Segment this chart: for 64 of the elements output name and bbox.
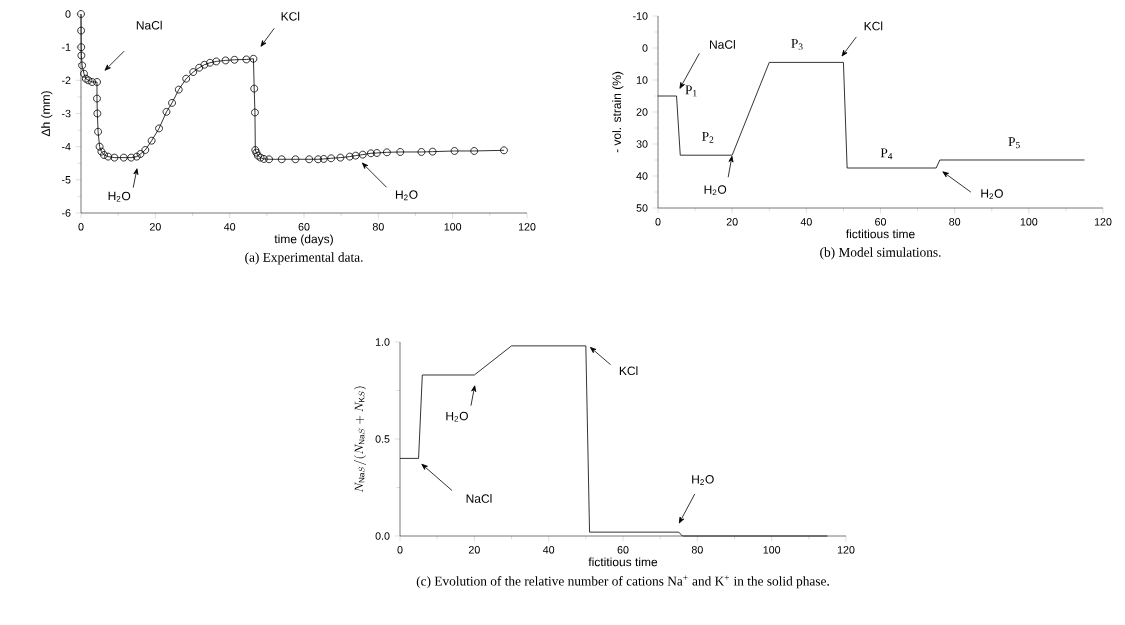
annotation: P$_{4}$ bbox=[880, 148, 893, 160]
y-axis-title: - vol. strain (%) bbox=[612, 71, 624, 153]
annotation: KCl bbox=[281, 11, 300, 21]
x-tick-label: 0 bbox=[655, 218, 661, 226]
x-axis-title: time (days) bbox=[274, 234, 333, 246]
annotation: H$_{2}$O bbox=[446, 411, 468, 422]
y-tick-label: 0.5 bbox=[375, 435, 390, 443]
y-tick-label: 40 bbox=[636, 172, 648, 180]
y-tick-label: -2 bbox=[61, 76, 71, 85]
x-tick-label: 60 bbox=[298, 223, 310, 231]
annotation: H$_{2}$O bbox=[981, 189, 1003, 200]
annotation: H$_{2}$O bbox=[108, 191, 131, 202]
annotation: KCl bbox=[619, 366, 638, 376]
x-tick-label: 40 bbox=[542, 546, 555, 554]
x-tick-label: 40 bbox=[223, 223, 236, 231]
annotation: H$_{2}$O bbox=[704, 185, 727, 196]
y-axis-title: $N_{\mathrm{Na}S}/(N_{\mathrm{Na}S}+N_{\mathrm{K}S})$ bbox=[353, 386, 366, 493]
y-tick-label: -1 bbox=[61, 43, 71, 51]
y-tick-label: 10 bbox=[636, 76, 648, 84]
x-tick-label: 60 bbox=[875, 218, 887, 226]
y-tick-label: -5 bbox=[61, 176, 71, 184]
annotation: KCl bbox=[864, 21, 883, 31]
x-tick-label: 120 bbox=[1094, 218, 1112, 226]
annotation: P$_{1}$ bbox=[685, 85, 697, 97]
x-tick-label: 120 bbox=[518, 223, 536, 231]
x-tick-label: 100 bbox=[763, 546, 781, 554]
x-tick-label: 0 bbox=[397, 546, 403, 554]
y-axis-title: Δh (mm) bbox=[41, 91, 53, 137]
annotation: NaCl bbox=[136, 20, 162, 30]
x-tick-label: 20 bbox=[468, 546, 480, 554]
annotation: P$_{5}$ bbox=[1008, 137, 1020, 149]
text: (b) Model simulations. bbox=[820, 247, 941, 260]
x-tick-label: 20 bbox=[726, 218, 738, 226]
x-tick-label: 80 bbox=[949, 218, 961, 226]
y-tick-label: 30 bbox=[636, 140, 648, 148]
x-tick-label: 100 bbox=[1020, 218, 1038, 226]
x-tick-label: 60 bbox=[617, 546, 629, 554]
x-tick-label: 40 bbox=[800, 218, 812, 226]
y-tick-label: 0.0 bbox=[375, 532, 390, 540]
annotation: P$_{3}$ bbox=[791, 38, 803, 50]
annotation: P$_{2}$ bbox=[702, 131, 714, 143]
y-tick-label: -10 bbox=[633, 12, 648, 20]
y-tick-label: 1.0 bbox=[375, 338, 390, 346]
x-axis-title: fictitious time bbox=[588, 557, 658, 567]
x-tick-label: 80 bbox=[372, 223, 384, 231]
y-tick-label: 0 bbox=[65, 10, 71, 18]
x-tick-label: 0 bbox=[78, 223, 84, 231]
y-tick-label: -6 bbox=[61, 209, 71, 217]
y-tick-label: -3 bbox=[61, 109, 71, 118]
x-axis-title: fictitious time bbox=[846, 229, 915, 239]
annotation: H$_{2}$O bbox=[395, 190, 418, 201]
x-tick-label: 120 bbox=[837, 546, 855, 554]
annotation: H$_{2}$O bbox=[692, 475, 714, 485]
y-tick-label: 0 bbox=[642, 44, 648, 52]
x-tick-label: 100 bbox=[444, 223, 462, 231]
x-tick-label: 20 bbox=[149, 223, 161, 231]
x-tick-label: 80 bbox=[691, 546, 703, 554]
text: (c) Evolution of the relative number of cations Na$^{+}$ and K$^{+}$ in the solid phase. bbox=[416, 575, 829, 589]
text: (a) Experimental data. bbox=[245, 252, 363, 265]
annotation: NaCl bbox=[710, 39, 735, 49]
annotation: NaCl bbox=[466, 494, 492, 503]
y-tick-label: 20 bbox=[636, 108, 648, 116]
y-tick-label: -4 bbox=[61, 143, 71, 151]
y-tick-label: 50 bbox=[636, 204, 648, 212]
